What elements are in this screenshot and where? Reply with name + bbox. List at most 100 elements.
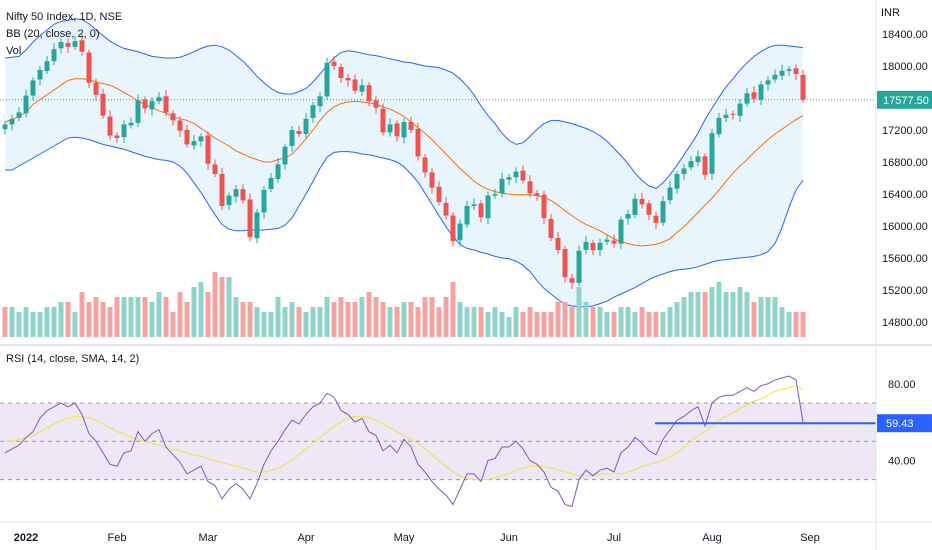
candle: [352, 74, 358, 94]
candle: [583, 235, 589, 254]
candle: [240, 184, 246, 204]
volume-bar: [289, 302, 295, 337]
time-axis[interactable]: 2022 Feb Mar Apr May Jun Jul Aug Sep: [14, 532, 820, 544]
candle: [779, 64, 785, 80]
candle: [506, 174, 512, 185]
volume-bar: [590, 307, 596, 337]
candle: [744, 88, 750, 107]
volume-bar: [576, 287, 582, 337]
volume-bar: [485, 312, 491, 337]
candle: [478, 200, 484, 223]
candle: [191, 135, 197, 150]
price-tick-label: 16000.00: [882, 221, 928, 233]
candle: [296, 125, 302, 138]
volume-bar: [331, 302, 337, 337]
volume-bar: [639, 307, 645, 337]
candle: [254, 209, 260, 244]
candle: [394, 120, 400, 142]
volume-bar: [240, 302, 246, 337]
volume-bar: [772, 297, 778, 337]
volume-bar: [317, 307, 323, 337]
candle: [2, 121, 8, 135]
candle: [415, 122, 421, 161]
volume-bar: [646, 312, 652, 337]
volume-bar: [429, 297, 435, 337]
rsi-value-badge: [877, 414, 932, 433]
rsi-tick-label: 80.00: [888, 379, 916, 391]
time-tick-label: Sep: [800, 532, 820, 544]
volume-bar: [471, 307, 477, 337]
volume-bar: [86, 302, 92, 337]
currency-label: INR: [881, 7, 900, 19]
candle: [184, 124, 190, 148]
candle: [100, 88, 106, 119]
candle: [639, 192, 645, 209]
volume-bar: [23, 307, 29, 337]
volume-bar: [373, 297, 379, 337]
candle: [618, 216, 624, 249]
price-axis[interactable]: 14800.00 15200.00 15600.00 16000.00 16400.00…: [877, 29, 932, 329]
candle: [324, 57, 330, 100]
volume-bar: [191, 287, 197, 337]
price-tick-label: 17200.00: [882, 125, 928, 137]
volume-bar: [37, 312, 43, 337]
volume-bar: [219, 277, 225, 337]
volume-bar: [660, 312, 666, 337]
candle: [520, 165, 526, 184]
volume-bar: [51, 307, 57, 337]
volume-bar: [114, 297, 120, 337]
candle: [513, 167, 519, 184]
volume-bar: [184, 302, 190, 337]
volume-bar: [408, 302, 414, 337]
volume-bar: [569, 307, 575, 337]
candle: [289, 125, 295, 152]
volume-bar: [786, 312, 792, 337]
candle: [37, 65, 43, 86]
volume-bar: [380, 302, 386, 337]
candle: [751, 86, 757, 103]
volume-bar: [492, 307, 498, 337]
vol-legend: Vol: [6, 45, 21, 57]
bb-upper-line: [4, 18, 804, 189]
candle: [716, 112, 722, 138]
volume-bar: [520, 312, 526, 337]
volume-bar: [366, 292, 372, 337]
candle: [632, 193, 638, 219]
candle: [156, 92, 162, 105]
time-tick-label: 2022: [14, 532, 38, 544]
volume-bar: [548, 312, 554, 337]
rsi-axis[interactable]: 40.00 80.00 59.43: [877, 379, 932, 468]
volume-bar: [737, 287, 743, 337]
candle: [702, 153, 708, 180]
candle: [793, 64, 799, 81]
volume-bar: [716, 282, 722, 337]
volume-bar: [618, 307, 624, 337]
volume-bar: [800, 312, 806, 337]
volume-bar: [723, 292, 729, 337]
candle: [65, 38, 71, 53]
candle: [422, 154, 428, 178]
volume-bar: [303, 312, 309, 337]
price-tick-label: 18400.00: [882, 29, 928, 41]
candle: [331, 55, 337, 71]
candle: [373, 96, 379, 114]
candle: [219, 167, 225, 211]
candle: [317, 92, 323, 113]
volume-bar: [709, 287, 715, 337]
volume-bar: [198, 282, 204, 337]
volume-bar: [653, 312, 659, 337]
candle: [688, 156, 694, 171]
candle: [786, 66, 792, 76]
candle: [149, 97, 155, 116]
volume-bar: [44, 307, 50, 337]
price-tick-label: 15200.00: [882, 285, 928, 297]
candle: [443, 196, 449, 220]
volume-bar: [394, 307, 400, 337]
candle: [338, 63, 344, 84]
volume-bar: [415, 307, 421, 337]
volume-bar: [751, 302, 757, 337]
volume-bar: [282, 307, 288, 337]
volume-bar: [681, 297, 687, 337]
candle: [198, 133, 204, 147]
volume-bar: [72, 312, 78, 337]
